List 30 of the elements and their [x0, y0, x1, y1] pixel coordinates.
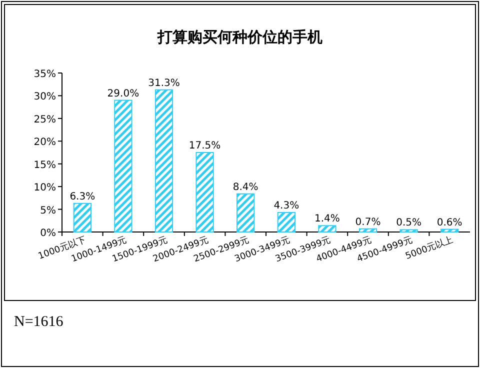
bar	[196, 152, 214, 232]
y-tick-label: 10%	[34, 182, 56, 194]
bar	[154, 89, 174, 232]
data-label: 17.5%	[188, 140, 221, 152]
data-label: 0.6%	[436, 217, 462, 228]
bar	[400, 229, 418, 232]
y-tick-label: 35%	[34, 69, 56, 80]
bar	[277, 212, 296, 232]
text: N=1616	[14, 314, 64, 330]
y-tick-label: 0%	[40, 228, 56, 239]
data-label: 31.3%	[148, 78, 180, 89]
data-label: 6.3%	[70, 191, 96, 202]
y-tick-label: 20%	[34, 137, 56, 148]
bar	[73, 202, 92, 232]
data-label: 0.5%	[396, 218, 422, 229]
chart-title: 打算购买何种价位的手机	[156, 28, 322, 46]
bar	[236, 193, 255, 232]
y-tick-label: 5%	[40, 205, 56, 216]
bar	[318, 225, 336, 232]
bar	[440, 228, 459, 232]
y-tick-label: 25%	[34, 114, 56, 126]
y-tick-label: 30%	[34, 92, 56, 103]
data-label: 29.0%	[107, 88, 140, 100]
data-label: 0.7%	[355, 216, 381, 228]
data-label: 4.3%	[274, 200, 300, 212]
data-label: 8.4%	[232, 182, 258, 193]
y-tick-label: 15%	[34, 160, 56, 171]
data-label: 1.4%	[314, 214, 340, 225]
bar	[358, 228, 378, 232]
bar	[114, 100, 132, 232]
